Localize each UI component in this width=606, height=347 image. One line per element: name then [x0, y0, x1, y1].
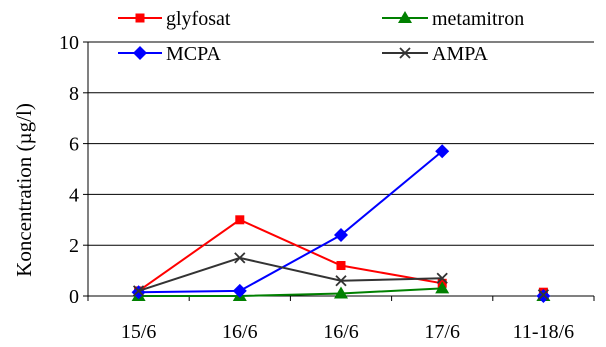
- point-MCPA-1: [232, 283, 247, 298]
- y-tick-label-0: 0: [69, 286, 79, 308]
- x-tick-label-2: 16/6: [323, 321, 359, 343]
- x-tick-label-3: 17/6: [424, 321, 460, 343]
- point-MCPA-2: [334, 228, 348, 243]
- series-glyfosat: [134, 215, 548, 297]
- series-line-metamitron: [138, 287, 443, 297]
- series-line-MCPA: [138, 150, 443, 294]
- series: [131, 144, 551, 303]
- axes: 0 2 4 6 8 10 15/6 16/6 16/6 17/6 11-18/6: [59, 32, 595, 343]
- point-AMPA-4: [537, 289, 550, 301]
- point-glyfosat-1: [235, 215, 245, 225]
- y-tick-label-2: 4: [69, 184, 79, 206]
- x-tick-label-4: 11-18/6: [513, 321, 574, 343]
- legend-marker-AMPA: [399, 47, 411, 59]
- legend-marker-MCPA: [133, 46, 147, 60]
- series-line-AMPA: [138, 256, 443, 292]
- gridlines: [88, 41, 594, 246]
- point-AMPA-0: [132, 285, 145, 297]
- point-AMPA-3: [436, 272, 448, 284]
- legend-label-MCPA: MCPA: [166, 43, 221, 65]
- x-tick-label-1: 16/6: [222, 321, 258, 343]
- legend-label-metamitron: metamitron: [432, 8, 524, 30]
- legend-entry-AMPA: AMPA: [382, 43, 489, 65]
- series-line-glyfosat: [138, 218, 443, 292]
- point-AMPA-1: [234, 252, 246, 264]
- point-metamitron-3: [435, 281, 450, 294]
- y-axis-label: Koncentration (µg/l): [12, 103, 36, 277]
- legend: glyfosat metamitron MCPA AMPA: [118, 8, 524, 65]
- point-glyfosat-2: [336, 261, 346, 271]
- y-tick-label-1: 2: [69, 235, 79, 257]
- y-tick-label-3: 6: [69, 134, 79, 156]
- point-AMPA-2: [335, 275, 347, 287]
- y-tick-label-4: 8: [69, 83, 79, 105]
- legend-entry-metamitron: metamitron: [382, 8, 524, 30]
- series-MCPA: [131, 144, 551, 303]
- legend-marker-glyfosat: [135, 13, 145, 23]
- legend-label-AMPA: AMPA: [432, 43, 489, 65]
- y-tick-label-5: 10: [59, 32, 79, 54]
- legend-entry-glyfosat: glyfosat: [118, 8, 231, 30]
- series-AMPA: [132, 252, 550, 301]
- legend-label-glyfosat: glyfosat: [166, 8, 231, 30]
- x-tick-label-0: 15/6: [121, 321, 157, 343]
- legend-entry-MCPA: MCPA: [118, 43, 221, 65]
- point-metamitron-2: [334, 286, 348, 299]
- point-MCPA-3: [435, 144, 450, 159]
- legend-marker-metamitron: [398, 11, 412, 23]
